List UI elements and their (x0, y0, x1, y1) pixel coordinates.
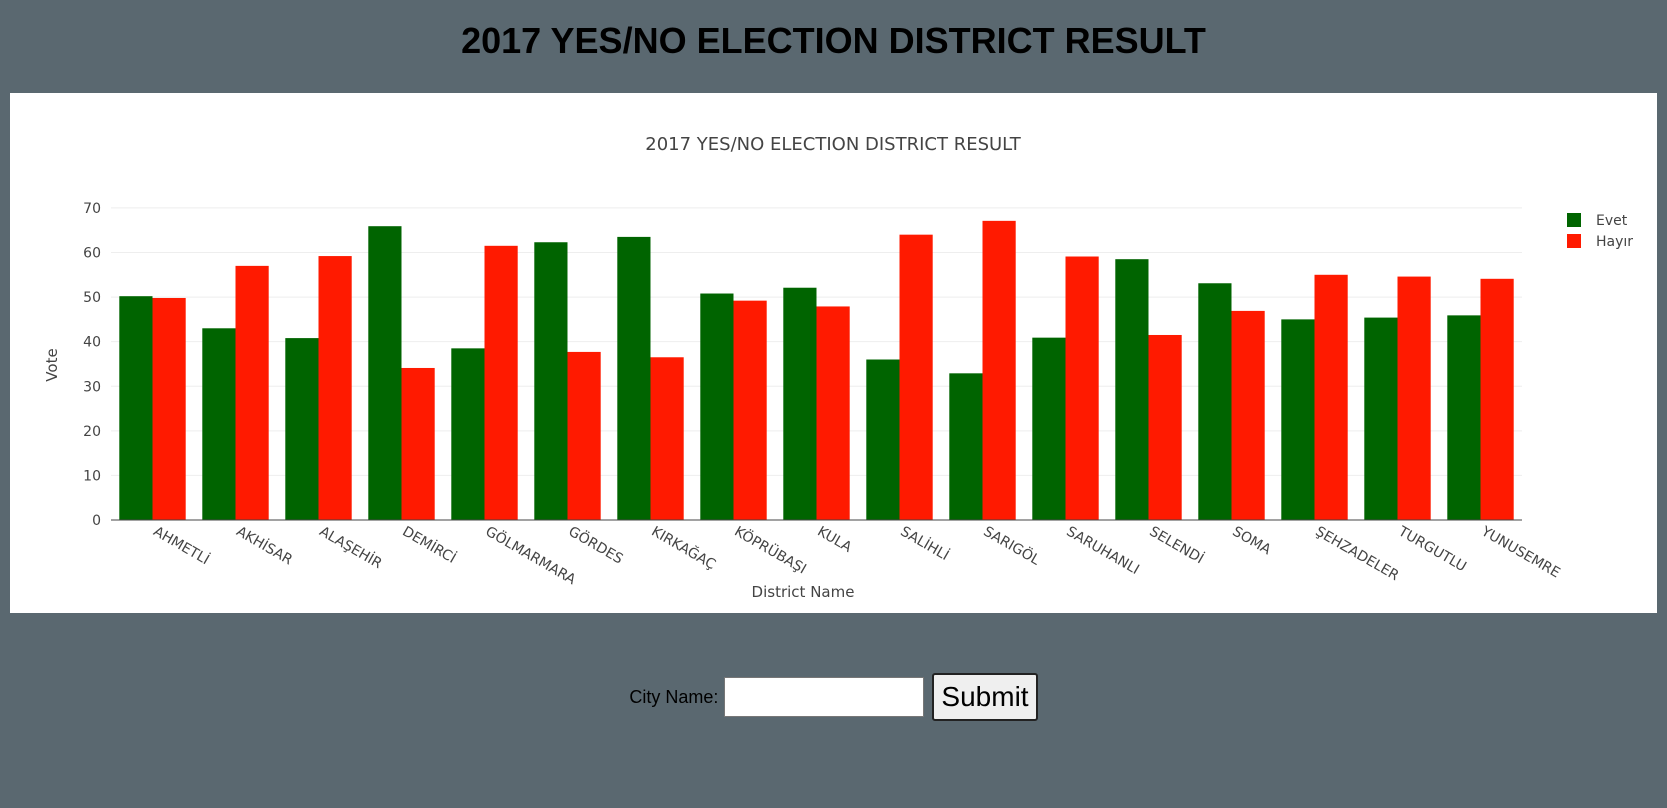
y-tick-label: 40 (83, 335, 101, 351)
bars (119, 220, 1514, 521)
x-tick-label: SALİHLİ (898, 522, 953, 564)
bar-hayir[interactable] (401, 367, 435, 520)
bar-evet[interactable] (783, 287, 817, 520)
bar-hayir[interactable] (1065, 256, 1099, 520)
y-tick-label: 70 (83, 201, 101, 217)
x-tick-label: KULA (815, 524, 855, 556)
bar-hayir[interactable] (1314, 274, 1348, 520)
legend-label[interactable]: Evet (1596, 213, 1628, 229)
bar-evet[interactable] (368, 226, 402, 520)
bar-evet[interactable] (534, 242, 568, 520)
city-name-label: City Name: (629, 686, 719, 707)
bar-evet[interactable] (451, 348, 485, 520)
page-heading: 2017 YES/NO ELECTION DISTRICT RESULT (461, 20, 1206, 61)
submit-button[interactable]: Submit (932, 673, 1038, 721)
bar-evet[interactable] (1115, 259, 1149, 520)
x-tick-label: TURGUTLU (1395, 523, 1469, 575)
bar-hayir[interactable] (152, 297, 186, 520)
x-tick-label: SELENDİ (1147, 522, 1208, 567)
legend[interactable]: Evet Hayır (1567, 213, 1633, 250)
bar-hayir[interactable] (816, 306, 850, 520)
bar-evet[interactable] (1281, 319, 1315, 520)
chart-card: 2017 YES/NO ELECTION DISTRICT RESULT 0 10… (10, 93, 1657, 613)
bar-hayir[interactable] (733, 300, 767, 520)
bar-chart: 2017 YES/NO ELECTION DISTRICT RESULT 0 10… (43, 134, 1633, 601)
bar-evet[interactable] (1364, 317, 1398, 520)
y-tick-label: 30 (83, 379, 101, 395)
bar-hayir[interactable] (1148, 334, 1182, 520)
y-tick-label: 10 (83, 468, 101, 484)
bar-evet[interactable] (617, 236, 651, 521)
bar-evet[interactable] (949, 373, 983, 520)
y-tick-label: 20 (83, 424, 101, 440)
x-tick-label: ŞEHZADELER (1313, 524, 1402, 585)
bar-hayir[interactable] (235, 265, 269, 520)
y-axis: 0 10 20 30 40 50 60 70 (83, 201, 101, 529)
bar-hayir[interactable] (899, 234, 933, 520)
city-name-input[interactable] (724, 677, 925, 717)
x-tick-label: AHMETLİ (151, 522, 213, 568)
bar-evet[interactable] (285, 338, 319, 520)
x-tick-label: YUNUSEMRE (1478, 523, 1563, 581)
bar-hayir[interactable] (1231, 310, 1265, 520)
bar-evet[interactable] (119, 296, 153, 520)
x-tick-label: KÖPRÜBAŞI (732, 522, 810, 578)
x-axis: AHMETLİ AKHİSAR ALAŞEHİR DEMİRCİ GÖLMARMARAG… (111, 519, 1563, 589)
legend-swatch[interactable] (1567, 234, 1581, 248)
legend-label[interactable]: Hayır (1596, 234, 1633, 250)
x-tick-label: ALAŞEHİR (317, 522, 386, 572)
x-tick-label: SARUHANLI (1064, 524, 1142, 578)
bar-hayir[interactable] (650, 357, 684, 520)
bar-hayir[interactable] (318, 256, 352, 520)
bar-evet[interactable] (866, 359, 900, 521)
legend-swatch[interactable] (1567, 213, 1581, 227)
bar-hayir[interactable] (567, 351, 601, 520)
y-tick-label: 0 (92, 513, 101, 529)
x-tick-label: DEMİRCİ (400, 522, 460, 567)
x-tick-label: AKHİSAR (234, 522, 297, 569)
bar-evet[interactable] (1198, 283, 1232, 520)
x-tick-label: SARIGÖL (981, 522, 1044, 569)
bar-hayir[interactable] (1480, 278, 1514, 520)
x-tick-label: GÖRDES (566, 522, 627, 568)
bar-evet[interactable] (700, 293, 734, 520)
bar-evet[interactable] (1032, 337, 1066, 520)
x-axis-label: District Name (752, 583, 855, 601)
city-form: City Name: Submit (0, 672, 1667, 722)
bar-evet[interactable] (1447, 315, 1481, 520)
x-tick-label: KIRKAĞAÇ (649, 522, 720, 573)
x-tick-label: SOMA (1230, 524, 1274, 559)
bar-hayir[interactable] (982, 220, 1016, 520)
y-tick-label: 50 (83, 290, 101, 306)
y-tick-label: 60 (83, 246, 101, 262)
x-tick-label: GÖLMARMARA (483, 522, 580, 589)
chart-title: 2017 YES/NO ELECTION DISTRICT RESULT (645, 134, 1021, 155)
bar-hayir[interactable] (1397, 276, 1431, 520)
bar-hayir[interactable] (484, 245, 518, 520)
y-axis-label: Vote (43, 348, 61, 381)
bar-evet[interactable] (202, 328, 236, 520)
